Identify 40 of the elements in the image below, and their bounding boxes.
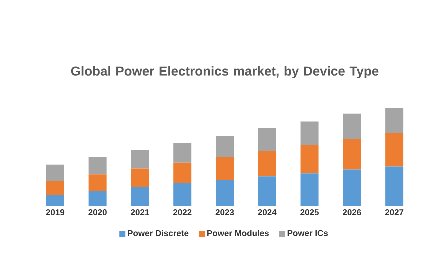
bar xyxy=(174,143,192,163)
bar xyxy=(386,133,404,167)
x-tick-label: 2027 xyxy=(385,210,404,216)
legend-label: Power Discrete xyxy=(128,230,189,236)
bar xyxy=(131,168,150,188)
bar xyxy=(343,114,362,140)
legend-label: Power ICs xyxy=(288,230,328,236)
bar xyxy=(343,170,362,206)
x-tick-label: 2022 xyxy=(173,210,192,216)
bar xyxy=(216,180,234,206)
bar xyxy=(131,187,150,206)
x-tick-label: 2025 xyxy=(300,210,319,216)
bar xyxy=(216,156,234,181)
bar xyxy=(88,156,107,175)
x-tick-label: 2023 xyxy=(216,210,234,216)
x-tick-label: 2021 xyxy=(131,210,150,216)
bar xyxy=(258,151,276,177)
bar xyxy=(300,174,319,206)
chart-title: Global Power Electronics market, by Device Type xyxy=(71,66,379,79)
bar xyxy=(88,174,107,192)
bar xyxy=(386,108,404,134)
legend-label: Power Modules xyxy=(208,230,269,236)
bar xyxy=(46,195,64,206)
bar xyxy=(258,176,276,206)
bar xyxy=(300,122,319,146)
bar xyxy=(174,162,192,184)
x-tick-label: 2024 xyxy=(258,210,277,216)
x-tick-label: 2019 xyxy=(46,210,65,216)
bar xyxy=(46,181,64,196)
bar xyxy=(46,164,64,182)
bar xyxy=(258,128,276,152)
bar xyxy=(300,145,319,174)
bar xyxy=(386,166,404,206)
bar xyxy=(131,150,150,169)
bar xyxy=(174,183,192,206)
bar xyxy=(216,136,234,157)
x-tick-label: 2020 xyxy=(88,210,107,216)
bar xyxy=(343,139,362,170)
x-tick-label: 2026 xyxy=(343,210,362,216)
bar xyxy=(88,191,107,206)
